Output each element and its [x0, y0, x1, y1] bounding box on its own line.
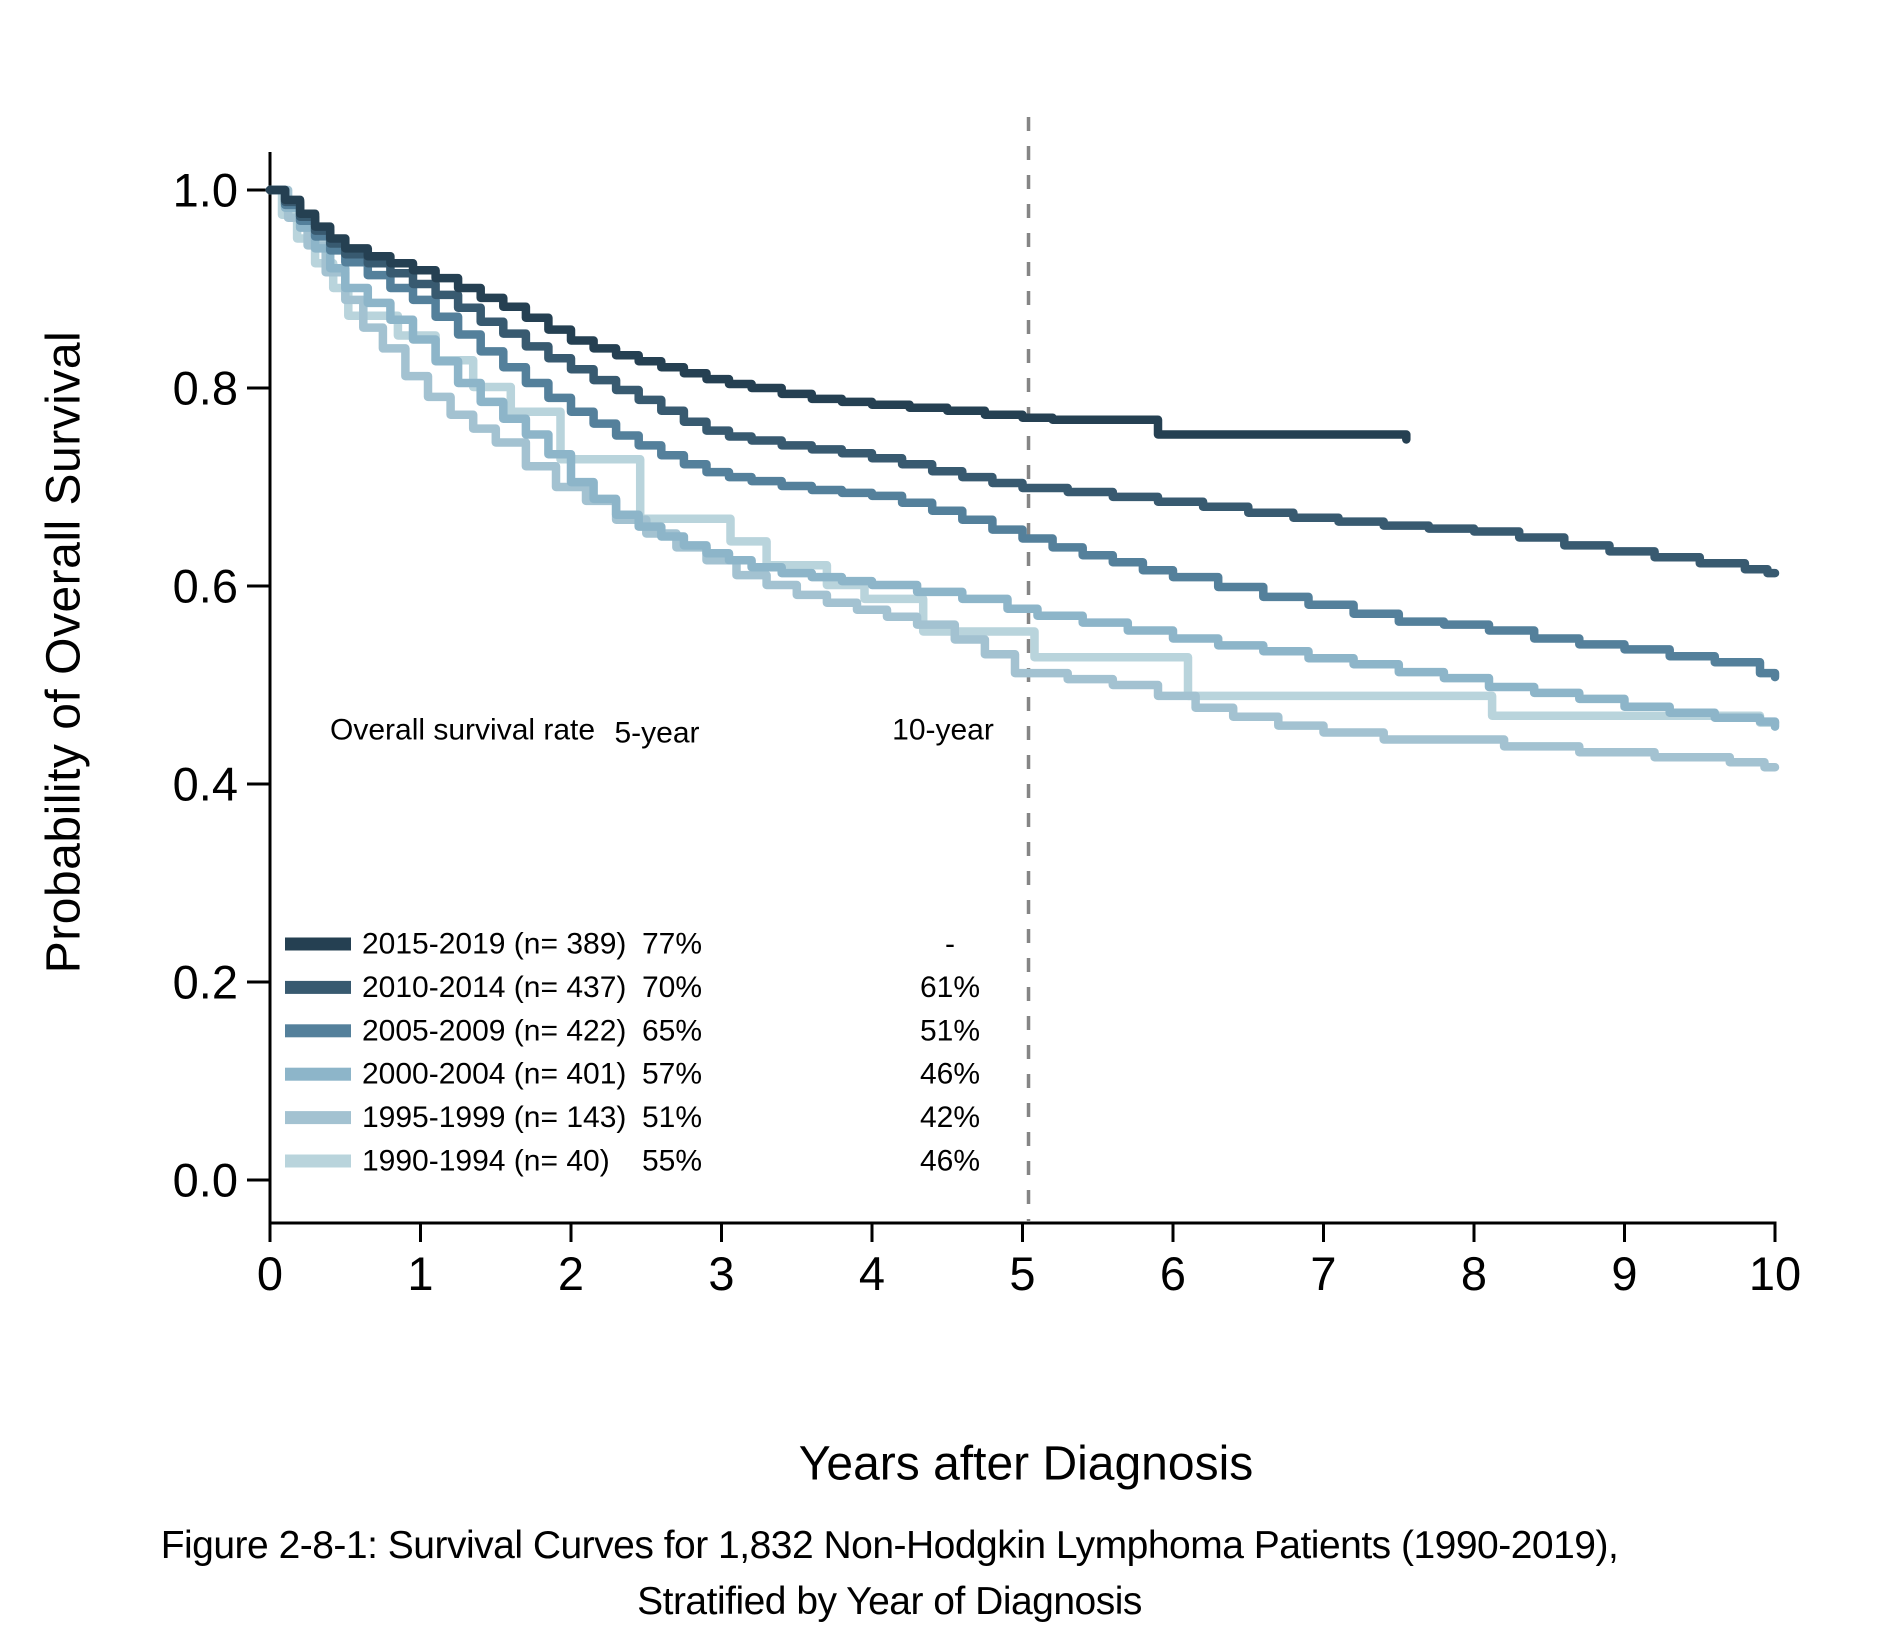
legend-swatch-1990-1994	[285, 1154, 351, 1168]
legend-label-2000-2004: 2000-2004 (n= 401)	[362, 1058, 626, 1091]
legend-swatch-2000-2004	[285, 1067, 351, 1081]
y-tick-label: 0.2	[173, 956, 238, 1009]
x-tick-label: 5	[1009, 1247, 1035, 1300]
y-tick-label: 0.0	[173, 1154, 238, 1207]
x-tick-label: 9	[1611, 1247, 1637, 1300]
curve-2010-2014	[265, 185, 1780, 578]
legend-label-2010-2014: 2010-2014 (n= 437)	[362, 971, 626, 1004]
caption-line-1: Figure 2-8-1: Survival Curves for 1,832 …	[160, 1524, 1619, 1567]
x-tick-label: 7	[1310, 1247, 1336, 1300]
x-tick-label: 2	[558, 1247, 584, 1300]
x-tick-label: 4	[859, 1247, 885, 1300]
y-tick-label: 0.4	[173, 758, 238, 811]
legend-5yr-2010-2014: 70%	[642, 971, 702, 1004]
x-tick-label: 6	[1160, 1247, 1186, 1300]
x-tick-label: 8	[1461, 1247, 1487, 1300]
curve-2015-2019	[265, 185, 1411, 444]
legend-10yr-2000-2004: 46%	[920, 1058, 980, 1091]
x-tick-label: 1	[407, 1247, 433, 1300]
legend-10yr-2010-2014: 61%	[920, 971, 980, 1004]
x-tick-label: 3	[708, 1247, 734, 1300]
legend-5yr-2005-2009: 65%	[642, 1014, 702, 1047]
legend-10yr-2005-2009: 51%	[920, 1014, 980, 1047]
legend-5yr-1990-1994: 55%	[642, 1145, 702, 1178]
legend-5yr-2000-2004: 57%	[642, 1058, 702, 1091]
legend-10yr-2015-2019: -	[945, 928, 955, 961]
legend-label-2005-2009: 2005-2009 (n= 422)	[362, 1014, 626, 1047]
y-tick-label: 0.6	[173, 560, 238, 613]
curve-2000-2004	[265, 185, 1780, 731]
legend-swatch-2010-2014	[285, 980, 351, 994]
legend-header-10yr: 10-year	[892, 714, 994, 747]
legend-10yr-1995-1999: 42%	[920, 1101, 980, 1134]
y-tick-label: 1.0	[173, 164, 238, 217]
legend-swatch-2005-2009	[285, 1024, 351, 1038]
curve-2005-2009	[265, 185, 1780, 682]
caption-line-2: Stratified by Year of Diagnosis	[637, 1580, 1142, 1623]
curve-1995-1999	[265, 185, 1780, 772]
legend-swatch-1995-1999	[285, 1111, 351, 1125]
legend-label-2015-2019: 2015-2019 (n= 389)	[362, 928, 626, 961]
legend-header-5yr: 5-year	[614, 717, 699, 750]
y-axis-title: Probability of Overall Survival	[37, 330, 91, 974]
legend-5yr-1995-1999: 51%	[642, 1101, 702, 1134]
y-tick-label: 0.8	[173, 362, 238, 415]
legend-label-1995-1999: 1995-1999 (n= 143)	[362, 1101, 626, 1134]
x-tick-label: 0	[257, 1247, 283, 1300]
legend-header-label: Overall survival rate	[330, 714, 595, 747]
legend-label-1990-1994: 1990-1994 (n= 40)	[362, 1145, 610, 1178]
legend-swatch-2015-2019	[285, 937, 351, 951]
x-tick-label: 10	[1749, 1247, 1801, 1300]
legend-10yr-1990-1994: 46%	[920, 1145, 980, 1178]
legend-5yr-2015-2019: 77%	[642, 928, 702, 961]
x-axis-title: Years after Diagnosis	[798, 1437, 1254, 1491]
figure-caption: Figure 2-8-1: Survival Curves for 1,832 …	[0, 1518, 1779, 1630]
